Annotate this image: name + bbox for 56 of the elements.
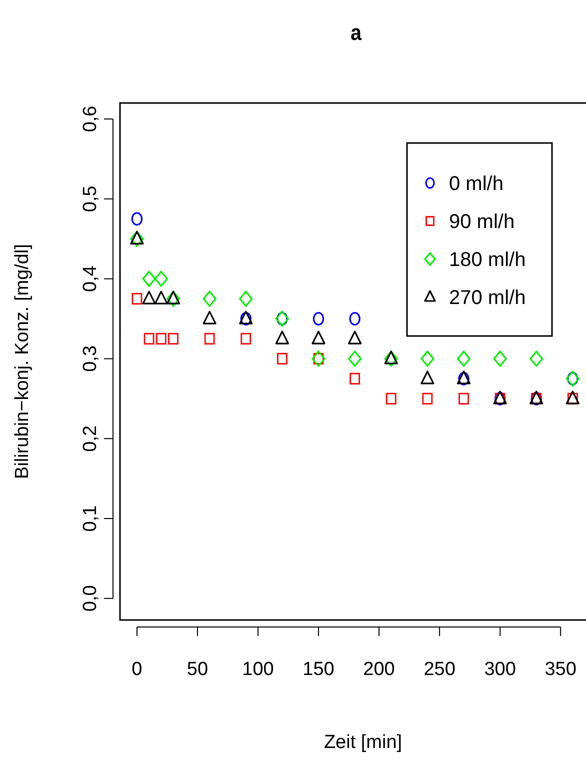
- legend-label: 270 ml/h: [449, 287, 526, 309]
- point: [348, 350, 362, 367]
- point: [154, 270, 168, 287]
- point: [204, 332, 215, 345]
- point: [348, 330, 362, 344]
- y-tick-label: 0,4: [80, 265, 101, 292]
- point: [239, 290, 253, 307]
- x-tick-label: 350: [544, 659, 576, 680]
- point: [168, 332, 178, 345]
- point: [276, 352, 288, 365]
- point: [386, 392, 396, 404]
- point: [458, 392, 469, 404]
- legend-label: 90 ml/h: [449, 211, 515, 233]
- y-tick-label: 0,6: [80, 106, 101, 132]
- x-tick-label: 300: [484, 659, 516, 680]
- point: [142, 290, 156, 304]
- x-tick-label: 0: [132, 659, 142, 680]
- point: [422, 392, 433, 404]
- point: [156, 332, 166, 345]
- x-tick-label: 200: [363, 659, 395, 680]
- y-tick-label: 0,5: [80, 186, 101, 212]
- point: [154, 290, 168, 304]
- x-axis-title: Zeit [min]: [324, 732, 402, 753]
- x-tick-label: 100: [242, 659, 274, 680]
- legend-label: 0 ml/h: [449, 173, 504, 195]
- point: [350, 372, 360, 384]
- point: [202, 310, 216, 324]
- point: [493, 350, 507, 367]
- point: [132, 292, 142, 305]
- y-tick-label: 0,3: [80, 345, 101, 372]
- point: [166, 290, 180, 304]
- x-tick-label: 250: [424, 659, 456, 680]
- point: [130, 230, 144, 247]
- point: [240, 332, 252, 345]
- chart-title: a: [350, 21, 362, 46]
- point: [420, 370, 434, 384]
- y-tick-label: 0,0: [80, 585, 101, 612]
- point: [312, 330, 326, 344]
- point: [312, 312, 324, 326]
- point: [349, 312, 360, 326]
- y-axis-title: Bilirubin−konj. Konz. [mg/dl]: [12, 244, 33, 479]
- y-tick-label: 0,1: [80, 505, 101, 532]
- point: [144, 332, 154, 345]
- point: [420, 350, 434, 367]
- point: [142, 270, 156, 287]
- point: [275, 330, 289, 344]
- point: [202, 290, 216, 307]
- point: [166, 290, 180, 307]
- point: [131, 212, 143, 226]
- x-tick-label: 150: [302, 659, 334, 680]
- legend-label: 180 ml/h: [449, 249, 526, 271]
- y-tick-label: 0,2: [80, 425, 101, 452]
- x-tick-label: 50: [186, 659, 208, 680]
- point: [530, 350, 544, 367]
- point: [384, 350, 398, 367]
- point: [456, 350, 471, 367]
